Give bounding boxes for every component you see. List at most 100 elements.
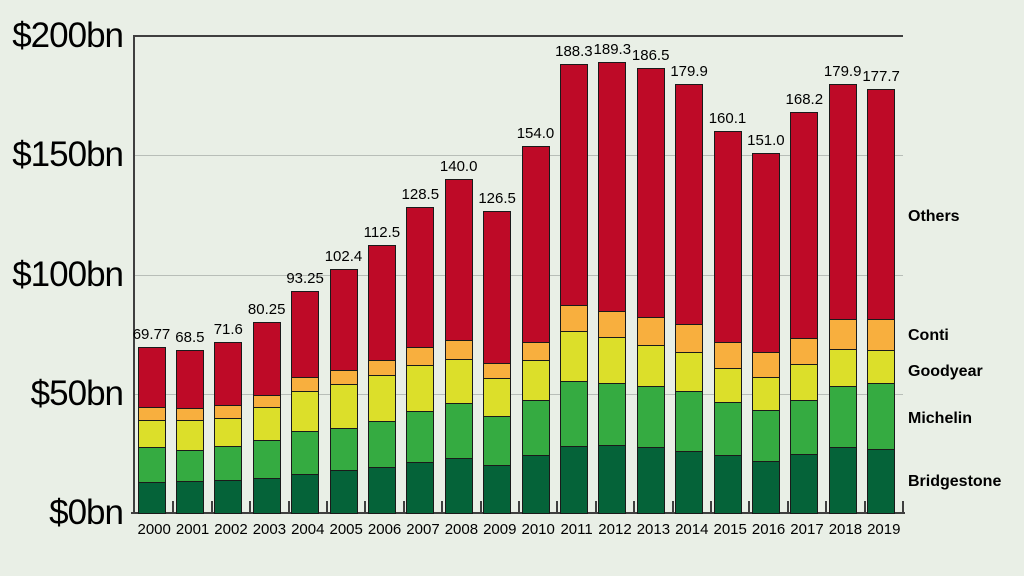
bar-segment-others-2005 [329,268,358,371]
bar-segment-conti-2008 [444,339,473,360]
legend-label-others: Others [908,208,960,226]
bar-segment-michelin-2007 [406,410,435,463]
x-axis-label-2009: 2009 [483,521,517,538]
x-axis-tick [172,501,175,513]
bar-segment-conti-2007 [406,347,435,366]
x-axis-tick [748,501,751,513]
bar-segment-conti-2013 [636,317,665,347]
x-axis-label-2018: 2018 [828,521,863,538]
bar-segment-conti-2015 [713,342,742,369]
x-axis-label-2004: 2004 [291,521,325,538]
bar-total-label-2013: 186.5 [631,47,670,65]
bar-segment-bridgestone-2009 [483,465,512,514]
legend-label-bridgestone: Bridgestone [908,473,1002,491]
x-axis-tick [479,501,482,513]
x-axis-tick [441,501,444,513]
bar-segment-others-2004 [291,290,320,379]
bar-segment-michelin-2011 [559,380,588,447]
x-axis-tick [518,501,520,513]
bar-segment-michelin-2018 [828,385,857,449]
x-axis-label-2012: 2012 [598,521,632,538]
bar-segment-goodyear-2015 [713,367,742,404]
bar-segment-goodyear-2011 [559,330,588,382]
bar-segment-conti-2004 [291,377,320,393]
x-axis-label-2005: 2005 [329,521,363,538]
x-axis-tick [671,501,674,513]
y-axis-line [133,35,135,514]
y-axis-label-200: $200bn [12,16,124,55]
bar-segment-others-2012 [598,61,627,312]
bar-segment-bridgestone-2014 [675,450,704,514]
x-axis-label-2007: 2007 [406,521,440,538]
bar-segment-bridgestone-2018 [828,447,857,514]
bar-total-label-2006: 112.5 [363,223,401,241]
x-axis-tick [594,501,597,513]
bar-segment-michelin-2002 [214,446,243,482]
x-axis-tick [364,501,367,513]
bar-segment-goodyear-2010 [521,359,550,401]
y-axis-label-100: $100bn [12,254,124,294]
bar-segment-goodyear-2009 [483,378,512,417]
bar-segment-others-2018 [828,83,857,320]
bar-total-label-2012: 189.3 [593,40,632,58]
bar-segment-goodyear-2004 [291,391,320,432]
bar-segment-michelin-2000 [137,447,166,483]
bar-segment-bridgestone-2010 [521,455,550,514]
bar-total-label-2009: 126.5 [478,190,516,208]
bar-segment-bridgestone-2004 [291,473,320,514]
bar-segment-goodyear-2012 [598,337,627,384]
bar-segment-others-2016 [751,152,780,353]
x-axis-label-2013: 2013 [636,521,671,538]
x-axis-label-2014: 2014 [675,521,709,538]
bar-segment-michelin-2009 [483,415,512,467]
x-axis-label-2001: 2001 [175,521,210,538]
x-axis-tick [863,501,866,513]
bar-segment-bridgestone-2003 [252,477,281,514]
bar-segment-others-2000 [137,346,166,409]
x-axis-label-2008: 2008 [444,521,479,538]
bar-segment-bridgestone-2005 [329,470,358,514]
bar-segment-goodyear-2000 [137,419,166,449]
bar-total-label-2018: 179.9 [823,62,862,80]
bar-segment-others-2002 [214,342,243,407]
x-axis-label-2017: 2017 [790,521,824,538]
bar-segment-michelin-2012 [598,383,627,446]
bar-segment-others-2011 [559,63,588,306]
bar-segment-others-2007 [406,206,435,348]
x-axis-tick [326,501,328,513]
bar-segment-conti-2012 [598,310,627,339]
bar-segment-michelin-2016 [751,409,780,462]
bar-segment-goodyear-2017 [790,363,819,401]
bar-segment-goodyear-2014 [675,352,704,393]
bar-segment-conti-2011 [559,304,588,332]
x-axis-label-2016: 2016 [751,521,786,538]
bar-segment-bridgestone-2019 [867,449,896,514]
bar-segment-bridgestone-2000 [137,481,166,514]
bar-segment-michelin-2015 [713,402,742,457]
x-axis-tick [249,501,252,513]
bar-segment-bridgestone-2015 [713,455,742,514]
x-axis-tick [556,501,559,513]
bar-segment-others-2019 [867,89,896,321]
bar-segment-others-2003 [252,321,281,397]
bar-segment-goodyear-2013 [636,345,665,387]
x-axis-label-2003: 2003 [252,521,287,538]
bar-segment-michelin-2008 [444,403,473,459]
bar-segment-others-2013 [636,68,665,319]
bar-segment-goodyear-2016 [751,377,780,411]
bar-segment-others-2015 [713,131,742,344]
bar-segment-goodyear-2007 [406,364,435,412]
bar-segment-conti-2014 [675,324,704,353]
bar-segment-others-2010 [521,145,550,343]
bar-segment-bridgestone-2012 [598,444,627,514]
bar-segment-conti-2002 [214,405,243,420]
bar-segment-goodyear-2001 [175,420,204,452]
bar-segment-michelin-2004 [291,430,320,475]
bar-segment-conti-2018 [828,318,857,350]
bar-segment-michelin-2014 [675,391,704,452]
x-axis-label-2011: 2011 [560,521,593,538]
x-axis-label-2010: 2010 [521,521,555,538]
gridline-100bn [135,274,903,276]
bar-segment-goodyear-2019 [867,349,896,385]
